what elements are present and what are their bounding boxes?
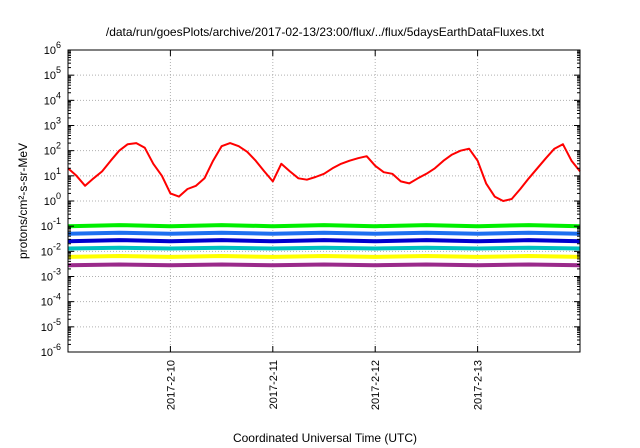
series-line-0 [67, 142, 581, 202]
y-tick-label: 105 [44, 65, 61, 82]
series-line-2 [67, 230, 581, 236]
y-tick-label: 100 [44, 191, 61, 208]
series-group [67, 142, 581, 268]
series-line-4 [67, 245, 581, 251]
y-tick-label: 10-5 [41, 317, 61, 334]
series-line-3 [67, 238, 581, 244]
y-tick-label: 101 [44, 166, 61, 183]
y-tick-label: 10-1 [41, 216, 61, 233]
x-tick-label: 2017-2-10 [165, 360, 177, 410]
y-tick-label: 10-3 [41, 267, 61, 284]
x-tick-label: 2017-2-13 [473, 360, 485, 410]
y-tick-label: 102 [44, 141, 61, 158]
x-axis-label: Coordinated Universal Time (UTC) [233, 431, 417, 445]
ticks: 10-6 10-5 10-4 10-3 10-2 10-1 100 101 102 103 104 1… [41, 40, 580, 410]
x-tick-label: 2017-2-12 [370, 360, 382, 410]
y-tick-label: 10-6 [41, 342, 61, 359]
y-tick-label: 10-4 [41, 292, 61, 309]
y-tick-label: 103 [44, 116, 61, 133]
y-tick-label: 104 [44, 90, 61, 107]
x-tick-label: 2017-2-11 [268, 360, 280, 409]
y-axis-label: protons/cm²-s-sr-MeV [16, 143, 30, 259]
series-line-5 [67, 254, 581, 259]
y-tick-label: 106 [44, 40, 61, 57]
series-line-1 [67, 223, 581, 229]
chart-title: /data/run/goesPlots/archive/2017-02-13/2… [106, 25, 545, 39]
y-tick-label: 10-2 [41, 241, 61, 258]
series-line-6 [67, 262, 581, 268]
